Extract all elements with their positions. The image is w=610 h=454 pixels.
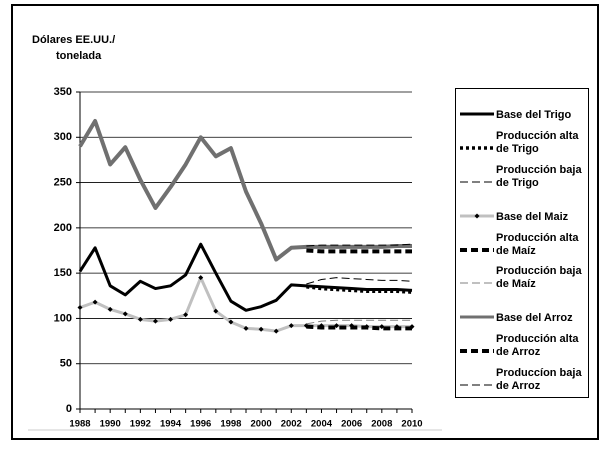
y-tick-label: 350 xyxy=(54,86,72,98)
x-tick-label: 2004 xyxy=(311,419,333,430)
y-tick-label: 150 xyxy=(54,267,72,279)
point-marker xyxy=(243,325,249,331)
x-tick-label: 1994 xyxy=(160,419,182,430)
point-marker xyxy=(152,318,158,324)
legend-swatch xyxy=(460,146,494,150)
series-line xyxy=(306,243,413,247)
point-marker xyxy=(107,306,113,312)
legend-swatch xyxy=(460,282,494,284)
legend-entry: Producción alta de Maíz xyxy=(458,227,586,260)
legend-label: Producción alta de Maíz xyxy=(496,231,579,257)
legend-label: Producción baja de Maíz xyxy=(496,265,582,291)
y-tick-label: 200 xyxy=(54,222,72,234)
y-tick-label: 0 xyxy=(66,403,72,415)
series-line xyxy=(306,319,412,325)
legend-entry: Producción baja de Trigo xyxy=(458,159,586,192)
legend: Base del Trigo Producción alta de Trigo Pr… xyxy=(455,88,589,398)
legend-entry: Produccíon baja de Arroz xyxy=(458,362,586,395)
x-tick-label: 2008 xyxy=(371,419,392,430)
x-tick-label: 1996 xyxy=(190,419,211,430)
x-tick-label: 1990 xyxy=(100,419,121,430)
legend-entry: Producción alta de Trigo xyxy=(458,125,586,158)
series-line xyxy=(78,118,412,262)
point-marker xyxy=(213,308,219,314)
x-tick-label: 1988 xyxy=(69,419,90,430)
y-tick-label: 300 xyxy=(54,131,72,143)
legend-label: Base del Arroz xyxy=(496,312,573,325)
x-tick-label: 2002 xyxy=(281,419,302,430)
legend-label: Base del Maiz xyxy=(496,210,569,223)
legend-swatch xyxy=(460,181,494,183)
legend-entry: Producción alta de Arroz xyxy=(458,328,586,361)
legend-entry: Producción baja de Maíz xyxy=(458,260,586,293)
x-tick-label: 2010 xyxy=(401,419,422,430)
x-tick-label: 2000 xyxy=(251,419,272,430)
series-line xyxy=(79,276,412,333)
series-line xyxy=(306,324,412,331)
point-marker xyxy=(273,328,279,334)
x-tick-label: 1998 xyxy=(220,419,241,430)
point-marker xyxy=(92,299,98,305)
legend-entry: Base del Trigo xyxy=(458,91,586,124)
y-tick-label: 250 xyxy=(54,176,72,188)
y-axis-title: tonelada xyxy=(56,50,102,62)
legend-label: Produccíon baja de Arroz xyxy=(496,367,582,392)
legend-swatch xyxy=(460,315,494,319)
point-marker xyxy=(122,311,128,317)
point-marker xyxy=(77,305,83,311)
legend-label: Producción baja de Trigo xyxy=(496,163,582,189)
legend-label: Base del Trigo xyxy=(496,109,572,121)
y-tick-label: 100 xyxy=(54,312,72,324)
legend-swatch xyxy=(460,384,494,386)
point-marker xyxy=(198,275,204,281)
legend-entry: Base del Maiz xyxy=(458,193,586,226)
y-tick-label: 50 xyxy=(60,358,72,370)
legend-label: Producción alta de Arroz xyxy=(496,333,579,359)
legend-marker xyxy=(474,213,480,219)
series-line xyxy=(306,277,413,285)
legend-entry: Base del Arroz xyxy=(458,294,586,327)
legend-swatch xyxy=(460,247,494,252)
point-marker xyxy=(258,326,264,332)
y-axis-title: Dólares EE.UU./ xyxy=(32,34,115,46)
series-line xyxy=(78,242,413,312)
legend-swatch xyxy=(460,213,494,219)
point-marker xyxy=(228,319,234,325)
point-marker xyxy=(288,323,294,329)
series-line xyxy=(306,248,412,254)
point-marker xyxy=(379,324,385,330)
point-marker xyxy=(183,312,189,318)
frame xyxy=(11,4,599,440)
legend-label: Producción alta de Trigo xyxy=(496,129,579,155)
x-tick-label: 2006 xyxy=(341,419,362,430)
point-marker xyxy=(137,316,143,322)
legend-swatch xyxy=(460,349,494,354)
legend-swatch xyxy=(460,112,494,116)
x-tick-label: 1992 xyxy=(130,419,151,430)
point-marker xyxy=(168,316,174,322)
